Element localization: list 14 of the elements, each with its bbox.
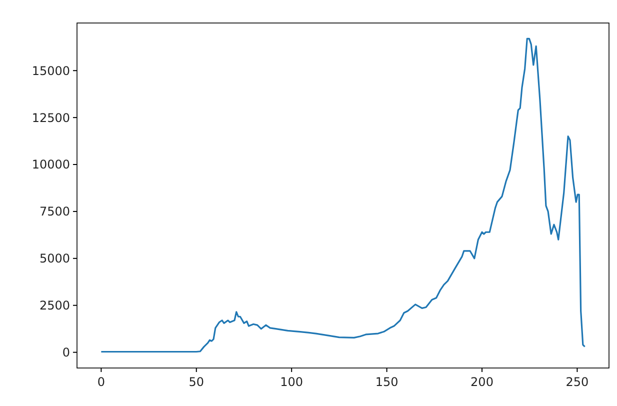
y-tick-label: 12500 <box>32 110 70 125</box>
y-tick-label: 7500 <box>39 204 70 219</box>
y-tick-label: 0 <box>62 346 70 360</box>
x-tick-label: 0 <box>97 375 105 389</box>
x-tick-label: 150 <box>375 375 398 389</box>
y-tick-label: 5000 <box>39 252 70 266</box>
x-tick-label: 50 <box>188 375 204 389</box>
line-series <box>100 38 586 353</box>
y-tick-label: 10000 <box>32 158 70 172</box>
x-tick-label: 200 <box>470 375 494 389</box>
x-tick-label: 250 <box>566 375 589 389</box>
y-tick-label: 2500 <box>39 298 70 313</box>
x-tick-label: 100 <box>280 375 304 389</box>
y-tick-label: 15000 <box>32 64 70 78</box>
